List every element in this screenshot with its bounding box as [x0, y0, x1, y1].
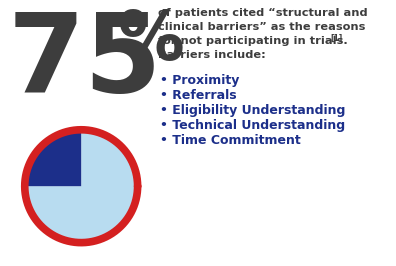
- Text: • Technical Understanding: • Technical Understanding: [160, 119, 345, 132]
- Wedge shape: [26, 131, 137, 242]
- Text: • Eligibility Understanding: • Eligibility Understanding: [160, 104, 345, 117]
- Text: [1]: [1]: [330, 34, 342, 43]
- Text: • Referrals: • Referrals: [160, 89, 237, 102]
- Text: Barriers include:: Barriers include:: [158, 50, 266, 60]
- Text: %: %: [118, 8, 185, 74]
- Text: for not participating in trials.: for not participating in trials.: [158, 36, 348, 46]
- Text: • Time Commitment: • Time Commitment: [160, 134, 301, 147]
- Text: 75: 75: [8, 8, 162, 115]
- Wedge shape: [26, 131, 81, 186]
- Text: clinical barriers” as the reasons: clinical barriers” as the reasons: [158, 22, 366, 32]
- Text: • Proximity: • Proximity: [160, 74, 239, 87]
- Text: of patients cited “structural and: of patients cited “structural and: [158, 8, 367, 18]
